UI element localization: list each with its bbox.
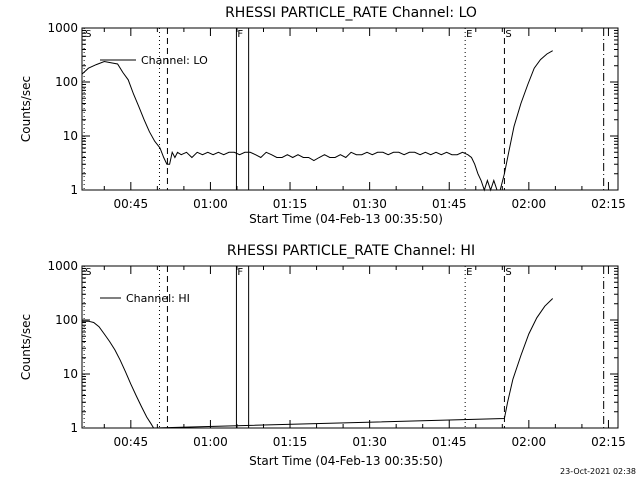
hi-series-line <box>82 298 554 429</box>
lo-event-marker-label: F <box>237 29 243 40</box>
hi-event-marker-label: S <box>85 267 91 278</box>
lo-plot-frame <box>81 27 619 191</box>
hi-axis-ticks: 00:45 01:00 01:15 01:30 01:45 02:00 02:15 1 10 10… <box>47 259 625 449</box>
hi-x-tick-label: 01:15 <box>273 435 308 449</box>
date-stamp: 23-Oct-2021 02:38 <box>560 467 636 476</box>
hi-channel-plot: RHESSI PARTICLE_RATE Channel: HI Counts/… <box>19 243 626 468</box>
lo-series-line <box>81 50 553 192</box>
hi-x-tick-label: 01:30 <box>352 435 387 449</box>
lo-plot-title: RHESSI PARTICLE_RATE Channel: LO <box>225 5 477 21</box>
lo-x-tick-label: 02:15 <box>591 197 626 211</box>
hi-y-tick-label: 100 <box>55 313 78 327</box>
hi-y-axis-label: Counts/sec <box>19 314 33 380</box>
lo-x-tick-label: 00:45 <box>114 197 149 211</box>
lo-x-tick-label: 01:00 <box>193 197 228 211</box>
hi-y-tick-label: 1 <box>70 421 78 435</box>
lo-channel-plot: RHESSI PARTICLE_RATE Channel: LO Counts/… <box>19 5 626 226</box>
hi-x-tick-label: 00:45 <box>114 435 149 449</box>
lo-x-tick-label: 02:00 <box>512 197 547 211</box>
hi-y-tick-label: 1000 <box>47 259 78 273</box>
hi-x-tick-label: 01:00 <box>193 435 228 449</box>
lo-x-tick-label: 01:30 <box>352 197 387 211</box>
lo-legend-label: Channel: LO <box>141 54 208 67</box>
lo-x-tick-label: 01:15 <box>273 197 308 211</box>
hi-x-tick-label: 02:15 <box>591 435 626 449</box>
lo-x-axis-label: Start Time (04-Feb-13 00:35:50) <box>249 212 443 226</box>
hi-y-tick-label: 10 <box>63 367 78 381</box>
lo-x-tick-label: 01:45 <box>432 197 467 211</box>
hi-series <box>82 298 554 429</box>
lo-y-tick-label: 100 <box>55 75 78 89</box>
hi-x-tick-label: 01:45 <box>432 435 467 449</box>
lo-event-marker-label: E <box>466 29 472 40</box>
lo-y-tick-label: 1000 <box>47 21 78 35</box>
hi-legend-label: Channel: HI <box>126 292 190 305</box>
hi-plot-title: RHESSI PARTICLE_RATE Channel: HI <box>227 243 475 259</box>
lo-axis-ticks: 00:45 01:00 01:15 01:30 01:45 02:00 02:15 1 10 10… <box>47 21 625 211</box>
lo-series <box>81 50 553 192</box>
hi-event-marker-label: E <box>466 267 472 278</box>
hi-x-axis-label: Start Time (04-Feb-13 00:35:50) <box>249 454 443 468</box>
lo-event-marker-label: S <box>85 29 91 40</box>
hi-event-marker-label: S <box>505 267 511 278</box>
hi-event-marker-label: F <box>237 267 243 278</box>
lo-y-tick-label: 1 <box>70 183 78 197</box>
hi-plot-frame <box>81 265 619 429</box>
lo-y-tick-label: 10 <box>63 129 78 143</box>
lo-event-marker-label: S <box>505 29 511 40</box>
hi-x-tick-label: 02:00 <box>512 435 547 449</box>
lo-y-axis-label: Counts/sec <box>19 76 33 142</box>
